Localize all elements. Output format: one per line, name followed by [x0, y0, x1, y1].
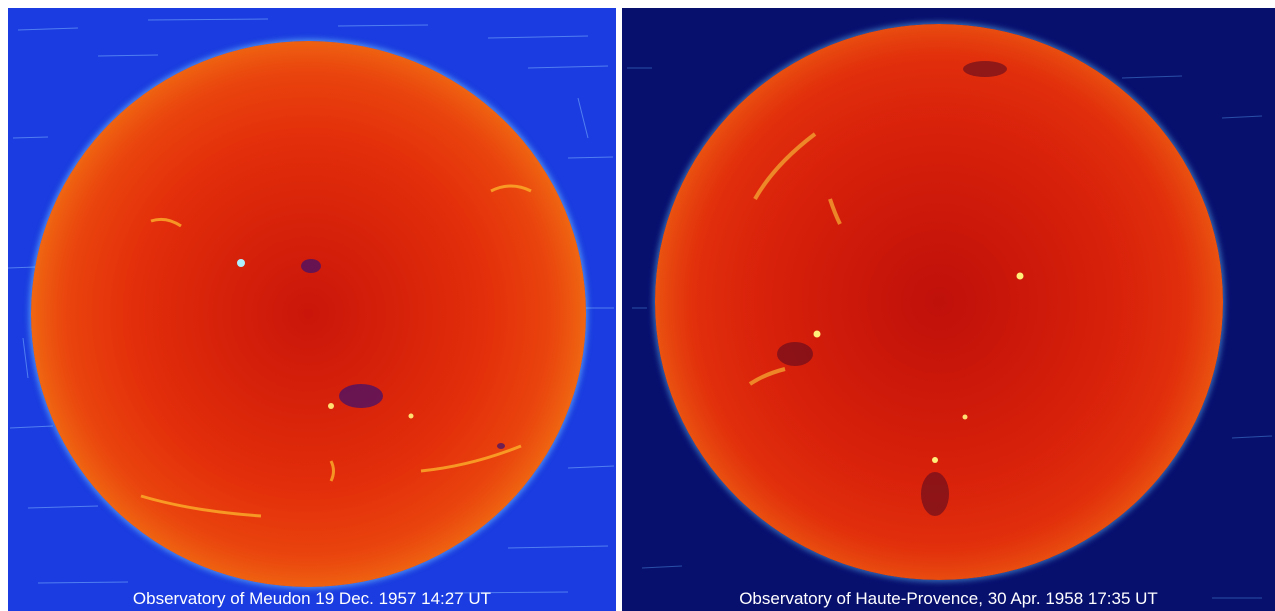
solar-disk-icon — [31, 41, 586, 587]
caption-haute-provence: Observatory of Haute-Provence, 30 Apr. 1… — [739, 589, 1158, 608]
plate-scratches — [8, 18, 615, 594]
plate-scratches — [627, 67, 1273, 599]
solar-disk-icon — [655, 24, 1223, 580]
caption-meudon: Observatory of Meudon 19 Dec. 1957 14:27… — [132, 589, 492, 608]
solar-image-haute-provence: Observatory of Haute-Provence, 30 Apr. 1… — [622, 8, 1275, 611]
solar-image-meudon: Observatory of Meudon 19 Dec. 1957 14:27… — [8, 8, 616, 611]
